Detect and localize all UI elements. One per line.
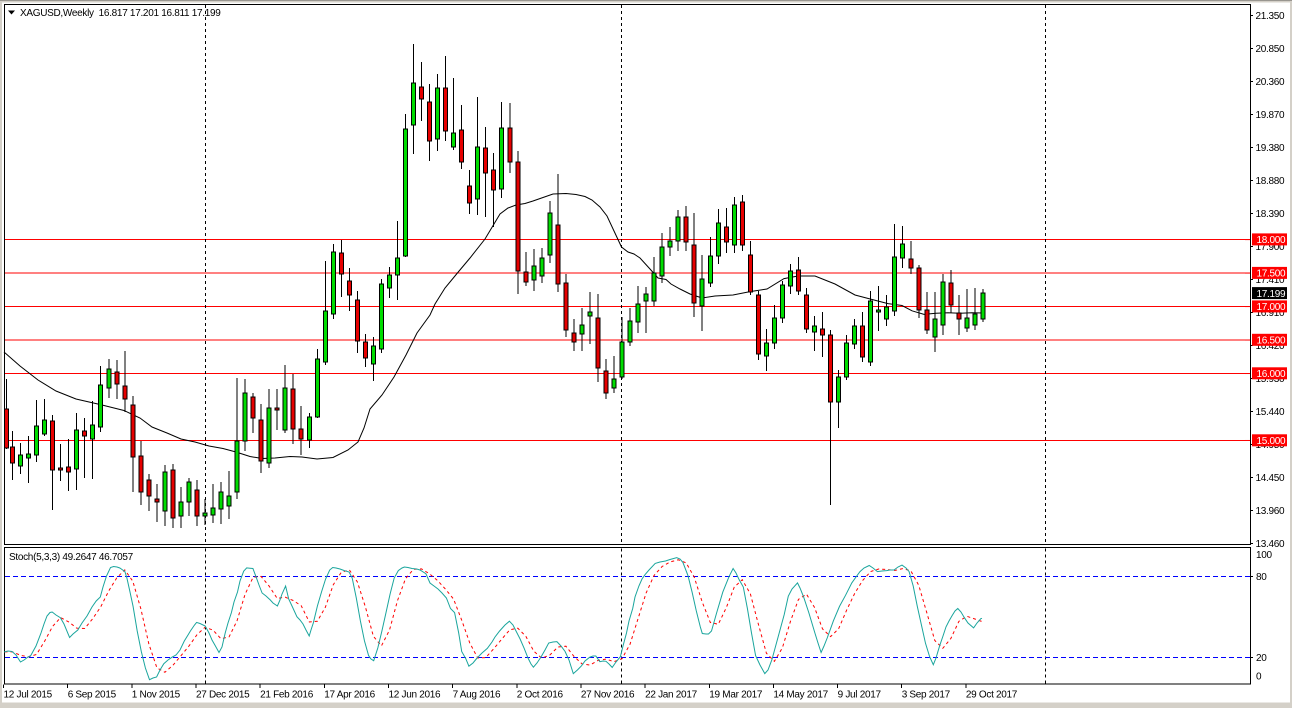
- svg-text:100: 100: [1256, 550, 1273, 561]
- svg-text:12 Jun 2016: 12 Jun 2016: [389, 690, 441, 701]
- svg-text:16.420: 16.420: [1256, 341, 1286, 352]
- svg-text:XAGUSD,Weekly 16.817 17.201 1: XAGUSD,Weekly 16.817 17.201 16.811 17.19…: [20, 8, 221, 19]
- svg-text:17.900: 17.900: [1256, 242, 1286, 253]
- svg-text:12 Jul 2015: 12 Jul 2015: [4, 690, 53, 701]
- svg-text:17.199: 17.199: [1257, 289, 1287, 300]
- svg-text:21 Feb 2016: 21 Feb 2016: [260, 690, 314, 701]
- svg-text:7 Aug 2016: 7 Aug 2016: [453, 690, 501, 701]
- svg-text:16.000: 16.000: [1257, 369, 1287, 380]
- svg-text:13.460: 13.460: [1256, 539, 1286, 550]
- svg-text:19 Mar 2017: 19 Mar 2017: [709, 690, 763, 701]
- svg-text:3 Sep 2017: 3 Sep 2017: [902, 690, 951, 701]
- svg-text:15.930: 15.930: [1256, 374, 1286, 385]
- svg-text:17.500: 17.500: [1257, 269, 1287, 280]
- svg-text:27 Nov 2016: 27 Nov 2016: [581, 690, 635, 701]
- svg-text:13.960: 13.960: [1256, 506, 1286, 517]
- svg-text:16.500: 16.500: [1257, 336, 1287, 347]
- svg-text:20.360: 20.360: [1256, 77, 1286, 88]
- svg-text:15.440: 15.440: [1256, 407, 1286, 418]
- svg-text:9 Jul 2017: 9 Jul 2017: [838, 690, 882, 701]
- svg-text:6 Sep 2015: 6 Sep 2015: [68, 690, 117, 701]
- svg-text:2 Oct 2016: 2 Oct 2016: [517, 690, 564, 701]
- svg-text:20.850: 20.850: [1256, 44, 1286, 55]
- svg-text:18.880: 18.880: [1256, 176, 1286, 187]
- svg-text:80: 80: [1256, 572, 1267, 583]
- svg-text:19.870: 19.870: [1256, 110, 1286, 121]
- svg-text:17.410: 17.410: [1256, 275, 1286, 286]
- svg-text:14.450: 14.450: [1256, 473, 1286, 484]
- svg-text:27 Dec 2015: 27 Dec 2015: [196, 690, 250, 701]
- svg-text:19.380: 19.380: [1256, 143, 1286, 154]
- svg-text:29 Oct 2017: 29 Oct 2017: [966, 690, 1018, 701]
- svg-text:0: 0: [1256, 672, 1262, 683]
- svg-text:17.000: 17.000: [1257, 302, 1287, 313]
- svg-text:20: 20: [1256, 653, 1267, 664]
- svg-text:1 Nov 2015: 1 Nov 2015: [132, 690, 181, 701]
- svg-text:Stoch(5,3,3) 49.2647 46.7057: Stoch(5,3,3) 49.2647 46.7057: [9, 552, 134, 563]
- svg-text:16.910: 16.910: [1256, 308, 1286, 319]
- svg-text:15.000: 15.000: [1257, 436, 1287, 447]
- svg-text:17 Apr 2016: 17 Apr 2016: [324, 690, 375, 701]
- svg-text:18.000: 18.000: [1257, 235, 1287, 246]
- svg-text:18.390: 18.390: [1256, 209, 1286, 220]
- svg-text:22 Jan 2017: 22 Jan 2017: [645, 690, 697, 701]
- svg-text:21.350: 21.350: [1256, 11, 1286, 22]
- svg-text:14 May 2017: 14 May 2017: [773, 690, 828, 701]
